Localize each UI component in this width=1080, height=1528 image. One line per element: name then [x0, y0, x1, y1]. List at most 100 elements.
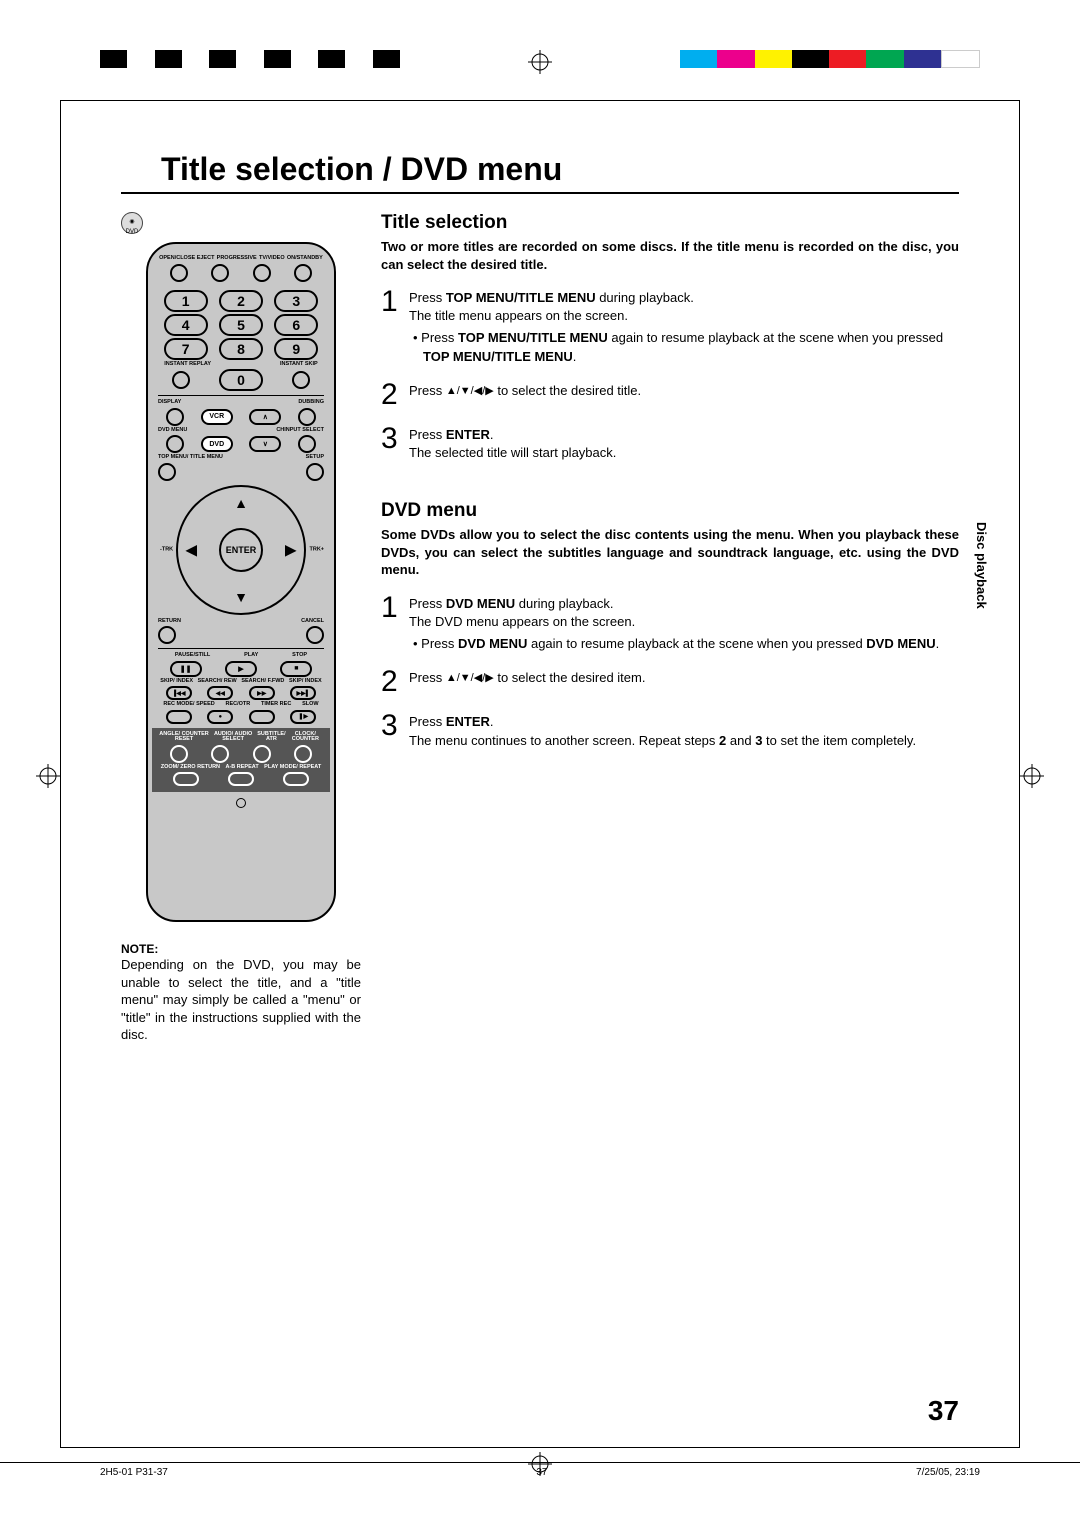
title-step-2: 2 Press ▲/▼/◀/▶ to select the desired ti… — [381, 380, 959, 410]
remote-label: DUBBING — [298, 400, 324, 406]
remote-btn-skipback: ▐◀◀ — [166, 686, 192, 700]
remote-label: TV/VIDEO — [259, 256, 285, 262]
remote-btn-play: ▶ — [225, 661, 257, 677]
remote-btn-dubbing — [298, 408, 316, 426]
remote-btn-ffwd: ▶▶ — [249, 686, 275, 700]
remote-btn-skipfwd: ▶▶▌ — [290, 686, 316, 700]
remote-label: CH — [276, 428, 284, 434]
remote-btn-rew: ◀◀ — [207, 686, 233, 700]
remote-btn-stop: ■ — [280, 661, 312, 677]
remote-btn-inputselect — [298, 435, 316, 453]
remote-label: PAUSE/STILL — [175, 653, 210, 659]
remote-btn-progressive — [211, 264, 229, 282]
note-text: Depending on the DVD, you may be unable … — [121, 956, 361, 1044]
crop-target-left — [36, 764, 60, 794]
remote-btn-timer — [249, 710, 275, 724]
remote-label: SKIP/ INDEX — [160, 679, 193, 685]
page-title: Title selection / DVD menu — [161, 151, 959, 188]
remote-btn-ch-down: ∨ — [249, 436, 281, 452]
remote-label: SETUP — [306, 455, 324, 461]
remote-btn-cancel — [306, 626, 324, 644]
remote-control-diagram: OPEN/CLOSE EJECT PROGRESSIVE TV/VIDEO ON… — [146, 242, 336, 922]
remote-label: TOP MENU/ TITLE MENU — [158, 455, 223, 461]
footer-right: 7/25/05, 23:19 — [916, 1467, 980, 1478]
dvd-step-2: 2 Press ▲/▼/◀/▶ to select the desired it… — [381, 667, 959, 697]
step-number: 3 — [381, 711, 409, 749]
title-selection-intro: Two or more titles are recorded on some … — [381, 238, 959, 273]
remote-btn-tvvideo — [253, 264, 271, 282]
remote-label: STOP — [292, 653, 307, 659]
remote-label: DVD MENU — [158, 428, 187, 434]
remote-btn-enter: ENTER — [219, 528, 263, 572]
crop-target-right — [1020, 764, 1044, 794]
remote-btn-vcr: VCR — [201, 409, 233, 425]
remote-btn-pause: ❚❚ — [170, 661, 202, 677]
remote-num-1: 1 — [164, 290, 208, 312]
title-step-1: 1 Press TOP MENU/TITLE MENU during playb… — [381, 287, 959, 366]
remote-label: REC MODE/ SPEED — [163, 702, 214, 708]
remote-btn-instant-replay — [172, 371, 190, 389]
remote-btn-subtitle — [253, 745, 271, 763]
remote-btn-setup — [306, 463, 324, 481]
footer-left: 2H5-01 P31-37 — [100, 1467, 168, 1478]
step-number: 1 — [381, 287, 409, 366]
remote-num-6: 6 — [274, 314, 318, 336]
print-footer: 2H5-01 P31-37 37 7/25/05, 23:19 — [0, 1462, 1080, 1478]
remote-label: SLOW — [302, 702, 319, 708]
remote-dpad: ▲ ▼ ◀ ▶ -TRK TRK+ ENTER — [176, 485, 306, 615]
remote-label: SKIP/ INDEX — [289, 679, 322, 685]
remote-btn-display — [166, 408, 184, 426]
remote-btn-audio — [211, 745, 229, 763]
remote-num-7: 7 — [164, 338, 208, 360]
remote-btn-instant-skip — [292, 371, 310, 389]
remote-label: INSTANT REPLAY — [164, 362, 211, 368]
step-number: 1 — [381, 593, 409, 654]
remote-btn-playmode — [283, 772, 309, 786]
remote-num-4: 4 — [164, 314, 208, 336]
dvd-step-3: 3 Press ENTER. The menu continues to ano… — [381, 711, 959, 749]
remote-ir-indicator — [236, 798, 246, 808]
remote-label: DISPLAY — [158, 400, 181, 406]
remote-btn-return — [158, 626, 176, 644]
remote-label: PROGRESSIVE — [217, 256, 257, 262]
remote-num-2: 2 — [219, 290, 263, 312]
dvd-menu-intro: Some DVDs allow you to select the disc c… — [381, 526, 959, 579]
remote-label: INPUT SELECT — [284, 428, 324, 434]
crop-target-top — [528, 50, 552, 80]
remote-dark-section: ANGLE/ COUNTER RESET AUDIO/ AUDIO SELECT… — [152, 728, 330, 793]
dvd-menu-heading: DVD menu — [381, 500, 959, 522]
remote-num-5: 5 — [219, 314, 263, 336]
page-frame: Title selection / DVD menu ◉DVD OPEN/CLO… — [60, 100, 1020, 1448]
registration-bw — [100, 50, 400, 68]
title-selection-heading: Title selection — [381, 212, 959, 234]
footer-center: 37 — [536, 1467, 547, 1478]
remote-btn-dvdmenu — [166, 435, 184, 453]
remote-btn-recmode — [166, 710, 192, 724]
dvd-disc-icon: ◉DVD — [121, 212, 143, 234]
remote-btn-rec: ● — [207, 710, 233, 724]
remote-label: SEARCH/ F.FWD — [241, 679, 284, 685]
remote-label: CANCEL — [301, 619, 324, 625]
note-heading: NOTE: — [121, 942, 361, 956]
remote-num-8: 8 — [219, 338, 263, 360]
remote-label: ON/STANDBY — [287, 256, 323, 262]
remote-num-3: 3 — [274, 290, 318, 312]
remote-btn-clock — [294, 745, 312, 763]
section-tab: Disc playback — [974, 522, 989, 609]
remote-btn-abrepeat — [228, 772, 254, 786]
page-number: 37 — [928, 1395, 959, 1427]
title-divider — [121, 192, 959, 194]
remote-num-0: 0 — [219, 369, 263, 391]
remote-btn-standby — [294, 264, 312, 282]
remote-label: OPEN/CLOSE EJECT — [159, 256, 214, 262]
remote-num-9: 9 — [274, 338, 318, 360]
remote-label: RETURN — [158, 619, 181, 625]
remote-btn-topmenu — [158, 463, 176, 481]
remote-btn-zoom — [173, 772, 199, 786]
dvd-step-1: 1 Press DVD MENU during playback. The DV… — [381, 593, 959, 654]
title-step-3: 3 Press ENTER. The selected title will s… — [381, 424, 959, 462]
remote-btn-angle — [170, 745, 188, 763]
arrow-icons: ▲/▼/◀/▶ — [446, 672, 494, 684]
registration-color — [680, 50, 980, 68]
step-number: 2 — [381, 667, 409, 697]
